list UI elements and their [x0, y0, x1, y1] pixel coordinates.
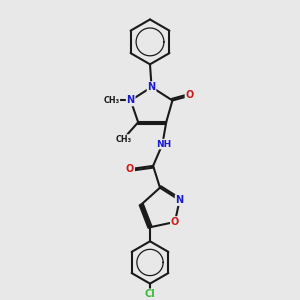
Text: N: N	[127, 95, 135, 106]
Text: O: O	[185, 90, 194, 100]
Text: N: N	[176, 195, 184, 205]
Text: O: O	[126, 164, 134, 174]
Text: O: O	[171, 217, 179, 227]
Text: Cl: Cl	[145, 289, 155, 299]
Text: NH: NH	[156, 140, 172, 148]
Text: CH₃: CH₃	[116, 135, 132, 144]
Text: CH₃: CH₃	[103, 96, 119, 105]
Text: N: N	[148, 82, 156, 92]
